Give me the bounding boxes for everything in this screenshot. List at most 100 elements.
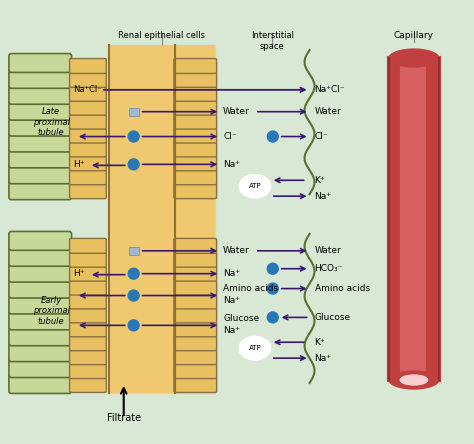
FancyBboxPatch shape [174, 128, 217, 143]
Text: Na⁺: Na⁺ [223, 269, 240, 278]
Circle shape [128, 159, 139, 170]
FancyBboxPatch shape [174, 86, 217, 101]
FancyBboxPatch shape [9, 69, 72, 88]
FancyBboxPatch shape [174, 308, 217, 323]
Text: Na⁺: Na⁺ [223, 296, 240, 305]
FancyBboxPatch shape [70, 128, 106, 143]
Text: K⁺: K⁺ [315, 338, 325, 347]
Text: Early
proximal
tubule: Early proximal tubule [33, 296, 70, 326]
FancyBboxPatch shape [70, 266, 106, 281]
FancyBboxPatch shape [9, 133, 72, 152]
FancyBboxPatch shape [70, 336, 106, 351]
Bar [389, 58, 439, 380]
Text: Filtrate: Filtrate [107, 413, 141, 423]
Text: Na⁺Cl⁻: Na⁺Cl⁻ [315, 85, 345, 94]
FancyBboxPatch shape [9, 101, 72, 120]
Ellipse shape [389, 371, 439, 389]
FancyBboxPatch shape [70, 350, 106, 365]
Bar [109, 45, 215, 393]
Text: Na⁺: Na⁺ [315, 353, 331, 363]
FancyBboxPatch shape [70, 142, 106, 157]
Bar [128, 108, 138, 116]
Bar [128, 247, 138, 255]
Text: Amino acids: Amino acids [223, 284, 278, 293]
Text: Cl⁻: Cl⁻ [315, 132, 328, 141]
Ellipse shape [389, 49, 439, 67]
Text: Capillary: Capillary [394, 31, 434, 40]
FancyBboxPatch shape [174, 280, 217, 295]
Text: Water: Water [315, 107, 341, 116]
FancyBboxPatch shape [70, 184, 106, 198]
FancyBboxPatch shape [174, 100, 217, 115]
Circle shape [267, 131, 278, 142]
FancyBboxPatch shape [70, 100, 106, 115]
FancyBboxPatch shape [70, 280, 106, 295]
FancyBboxPatch shape [70, 252, 106, 267]
FancyBboxPatch shape [9, 359, 72, 377]
FancyBboxPatch shape [9, 117, 72, 136]
Ellipse shape [239, 174, 271, 198]
FancyBboxPatch shape [70, 59, 106, 73]
Text: Na⁺: Na⁺ [315, 192, 331, 201]
FancyBboxPatch shape [70, 170, 106, 185]
FancyBboxPatch shape [9, 279, 72, 298]
Text: Renal epithelial cells: Renal epithelial cells [118, 31, 205, 40]
FancyBboxPatch shape [174, 377, 217, 392]
FancyBboxPatch shape [70, 86, 106, 101]
Circle shape [128, 320, 139, 331]
FancyBboxPatch shape [174, 252, 217, 267]
Text: K⁺: K⁺ [315, 176, 325, 185]
Text: Glucose: Glucose [223, 314, 259, 323]
FancyBboxPatch shape [9, 311, 72, 330]
FancyBboxPatch shape [70, 322, 106, 337]
Text: Na⁺: Na⁺ [223, 326, 240, 335]
Text: Water: Water [223, 107, 250, 116]
FancyBboxPatch shape [70, 238, 106, 254]
FancyBboxPatch shape [174, 184, 217, 198]
FancyBboxPatch shape [174, 322, 217, 337]
FancyBboxPatch shape [70, 72, 106, 87]
Text: Water: Water [223, 246, 250, 255]
FancyBboxPatch shape [174, 336, 217, 351]
Ellipse shape [239, 336, 271, 360]
FancyBboxPatch shape [9, 247, 72, 266]
Text: Glucose: Glucose [315, 313, 351, 322]
FancyBboxPatch shape [174, 59, 217, 73]
Text: H⁺: H⁺ [73, 160, 84, 169]
FancyBboxPatch shape [174, 114, 217, 129]
Circle shape [128, 131, 139, 142]
FancyBboxPatch shape [9, 295, 72, 314]
FancyBboxPatch shape [70, 364, 106, 379]
FancyBboxPatch shape [70, 114, 106, 129]
Text: Na⁺: Na⁺ [223, 160, 240, 169]
FancyBboxPatch shape [174, 364, 217, 379]
FancyBboxPatch shape [174, 266, 217, 281]
FancyBboxPatch shape [9, 165, 72, 184]
FancyBboxPatch shape [174, 170, 217, 185]
Text: ATP: ATP [248, 183, 261, 189]
Circle shape [128, 268, 139, 279]
FancyBboxPatch shape [174, 142, 217, 157]
Circle shape [128, 290, 139, 301]
FancyBboxPatch shape [9, 263, 72, 282]
FancyBboxPatch shape [70, 377, 106, 392]
Text: ATP: ATP [248, 345, 261, 351]
Circle shape [267, 312, 278, 323]
FancyBboxPatch shape [9, 343, 72, 361]
FancyBboxPatch shape [174, 350, 217, 365]
Text: Na⁺Cl⁻: Na⁺Cl⁻ [73, 85, 101, 94]
Text: H⁺: H⁺ [73, 269, 84, 278]
FancyBboxPatch shape [174, 238, 217, 254]
Text: Interstitial
space: Interstitial space [251, 31, 294, 51]
Circle shape [267, 263, 278, 274]
FancyBboxPatch shape [174, 156, 217, 171]
FancyBboxPatch shape [174, 294, 217, 309]
FancyBboxPatch shape [9, 327, 72, 346]
Text: Amino acids: Amino acids [315, 284, 370, 293]
Ellipse shape [400, 375, 428, 385]
Text: Water: Water [315, 246, 341, 255]
FancyBboxPatch shape [9, 85, 72, 104]
FancyBboxPatch shape [70, 294, 106, 309]
Text: Late
proximal
tubule: Late proximal tubule [33, 107, 70, 137]
FancyBboxPatch shape [174, 72, 217, 87]
